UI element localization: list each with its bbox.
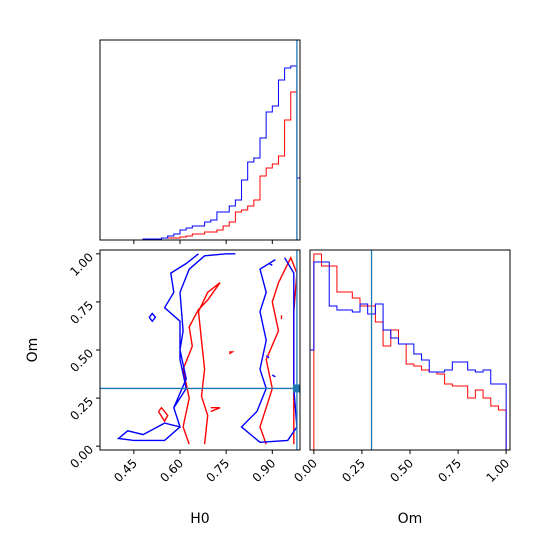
contour-line-1-0 (116, 253, 236, 442)
om-xtick-label: 0.75 (435, 456, 464, 485)
contour-line-1-2 (148, 312, 157, 323)
contour-line-1-5 (271, 374, 276, 378)
h0-hist-frame (99, 39, 301, 241)
h0-histogram-panel (99, 39, 301, 244)
h0-xtick-label: 0.60 (157, 456, 186, 485)
om-xtick-label: 1.00 (483, 456, 512, 485)
om-ytick-label: 0.00 (67, 442, 96, 471)
truth-marker (292, 384, 300, 393)
contour-line-0-2 (157, 406, 169, 423)
om-hist-series-0 (310, 253, 507, 450)
h0-xtick-label: 0.45 (111, 456, 140, 485)
om-hist-series-1 (310, 261, 507, 450)
h0-xtick-label: 0.90 (250, 456, 279, 485)
contour-line-0-3 (210, 407, 221, 413)
contour-line-0-0 (182, 282, 221, 445)
h0-hist-series-0 (100, 91, 300, 240)
h0-xtick-label: 0.75 (203, 456, 232, 485)
contour-line-0-4 (228, 351, 235, 355)
om-histogram-panel: 0.00 0.25 0.50 0.75 1.00 Om (291, 249, 512, 527)
x-axis-label-h0: H0 (190, 511, 209, 527)
om-hist-frame (309, 249, 511, 451)
h0-om-contour-panel: 0.45 0.60 0.75 0.90 0.00 0.25 0.50 0.75 1.00 H0… (25, 249, 301, 527)
om-ytick-label: 1.00 (67, 250, 96, 279)
contour-line-1-1 (240, 257, 298, 444)
x-axis-label-om: Om (398, 511, 423, 527)
om-ytick-label: 0.50 (67, 346, 96, 375)
y-axis-label-om: Om (25, 338, 41, 363)
om-ytick-label: 0.75 (67, 298, 96, 327)
contour-line-1-3 (268, 262, 273, 266)
h0-hist-series-1 (100, 65, 300, 240)
contour-line-0-1 (259, 255, 298, 445)
om-xtick-label: 0.25 (339, 456, 368, 485)
om-ytick-label: 0.25 (67, 394, 96, 423)
om-xtick-label: 0.50 (387, 456, 416, 485)
om-xtick-label: 0.00 (291, 456, 320, 485)
contour-line-1-4 (265, 355, 270, 359)
